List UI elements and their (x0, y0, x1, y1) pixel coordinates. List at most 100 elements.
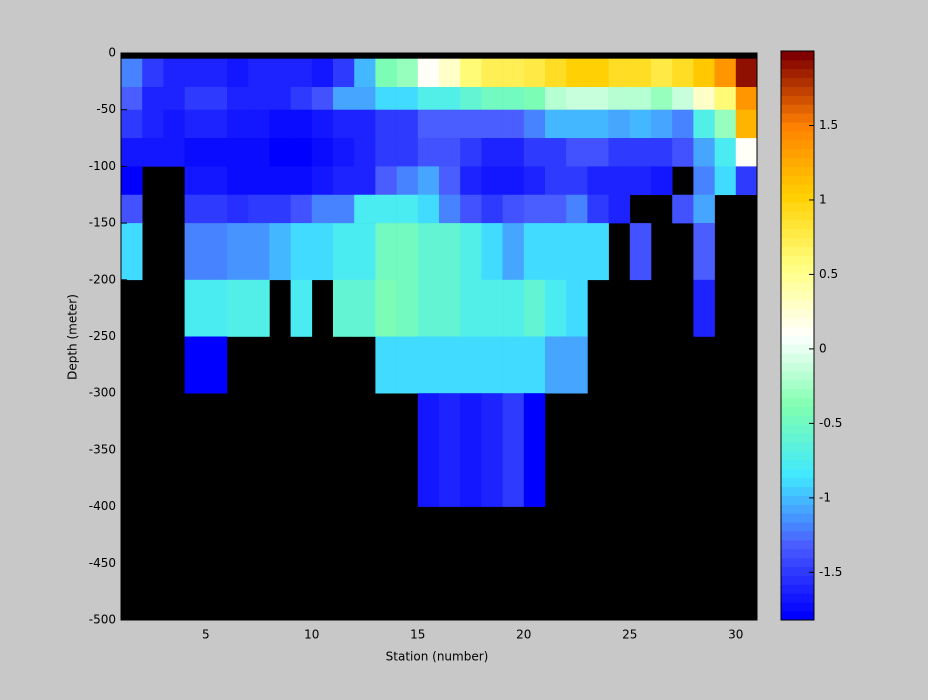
heatmap-cell (672, 194, 694, 224)
heatmap-cell (523, 223, 546, 281)
heatmap-cell (205, 87, 228, 110)
heatmap-cell (163, 138, 185, 167)
heatmap-cell (545, 223, 567, 281)
heatmap-cell (290, 279, 313, 337)
heatmap-cell (693, 223, 715, 281)
heatmap-cell (375, 223, 397, 281)
colorbar-band (781, 202, 814, 212)
colorbar-band (781, 219, 814, 230)
heatmap-cell (651, 166, 673, 196)
heatmap-cell (227, 194, 249, 224)
heatmap-cell (566, 336, 588, 394)
colorbar-band (781, 566, 814, 576)
heatmap-cell (587, 194, 609, 224)
heatmap-cell (417, 393, 440, 507)
heatmap-cell (481, 194, 503, 224)
heatmap-cell (481, 279, 503, 337)
colorbar-band (781, 379, 814, 390)
heatmap-cell (417, 87, 440, 110)
heatmap-cell (248, 279, 270, 337)
heatmap-cell (248, 58, 270, 88)
heatmap-cell (523, 393, 546, 507)
heatmap-cell (121, 58, 143, 88)
colorbar-tick-label: -0.5 (819, 416, 842, 430)
colorbar-tick-label: 1.5 (819, 118, 838, 132)
heatmap-cell (566, 194, 588, 224)
heatmap-cell (163, 109, 185, 139)
colorbar-band (781, 584, 814, 594)
heatmap-cell (227, 166, 249, 196)
x-tick-label: 20 (516, 628, 531, 642)
y-tick-label: -300 (89, 386, 116, 400)
colorbar-tick-label: -1 (819, 490, 831, 504)
heatmap-cell (375, 336, 397, 394)
colorbar-band (781, 424, 814, 434)
x-tick-label: 15 (410, 628, 425, 642)
x-tick-label: 10 (304, 628, 319, 642)
heatmap-cell (545, 58, 567, 88)
heatmap-cell (311, 87, 334, 110)
heatmap-cell (184, 279, 207, 337)
colorbar-band (781, 344, 814, 354)
heatmap-cell (396, 87, 419, 110)
colorbar-band (781, 415, 814, 425)
colorbar-band (781, 326, 814, 336)
heatmap-cell (227, 58, 249, 88)
y-tick-label: -50 (96, 102, 116, 116)
y-tick-label: -500 (89, 613, 116, 627)
heatmap-cell (481, 336, 503, 394)
heatmap-cell (545, 194, 567, 224)
heatmap-cell (248, 166, 270, 196)
heatmap-cell (502, 138, 525, 167)
heatmap-cell (460, 223, 482, 281)
colorbar-band (781, 291, 814, 301)
heatmap-cell (184, 109, 207, 139)
heatmap-cell (396, 336, 419, 394)
colorbar-band (781, 477, 814, 488)
heatmap-cell (672, 58, 694, 88)
heatmap-cell (184, 87, 207, 110)
heatmap-cell (269, 166, 291, 196)
heatmap-cell (672, 138, 694, 167)
heatmap-cell (629, 87, 652, 110)
heatmap-cell (311, 223, 334, 281)
heatmap-cell (566, 109, 588, 139)
colorbar-band (781, 148, 814, 159)
heatmap-cell (417, 166, 440, 196)
heatmap-cell (545, 138, 567, 167)
colorbar-band (781, 397, 814, 408)
heatmap-cell (354, 87, 376, 110)
heatmap-cell (333, 138, 355, 167)
colorbar-band (781, 193, 814, 203)
colorbar-band (781, 68, 814, 79)
colorbar-band (781, 77, 814, 87)
heatmap-cell (248, 194, 270, 224)
heatmap-cell (587, 58, 609, 88)
heatmap-cell (566, 87, 588, 110)
colorbar-band (781, 504, 814, 514)
heatmap-cell (290, 223, 313, 281)
heatmap-cell (629, 166, 652, 196)
heatmap-cell (566, 138, 588, 167)
heatmap-cell (142, 138, 164, 167)
colorbar-band (781, 575, 814, 585)
heatmap-cell (311, 58, 334, 88)
heatmap-cell (417, 109, 440, 139)
heatmap-cell (184, 194, 207, 224)
heatmap-cell (205, 223, 228, 281)
heatmap-cell (587, 109, 609, 139)
heatmap-cell (375, 87, 397, 110)
heatmap-cell (396, 138, 419, 167)
heatmap-cell (205, 279, 228, 337)
heatmap-cell (205, 194, 228, 224)
heatmap-cell (502, 279, 525, 337)
heatmap-cell (481, 58, 503, 88)
heatmap-cell (439, 166, 461, 196)
heatmap-cell (502, 223, 525, 281)
heatmap-cell (396, 279, 419, 337)
colorbar-band (781, 433, 814, 443)
heatmap-cell (205, 109, 228, 139)
colorbar-band (781, 246, 814, 256)
colorbar-band (781, 335, 814, 345)
